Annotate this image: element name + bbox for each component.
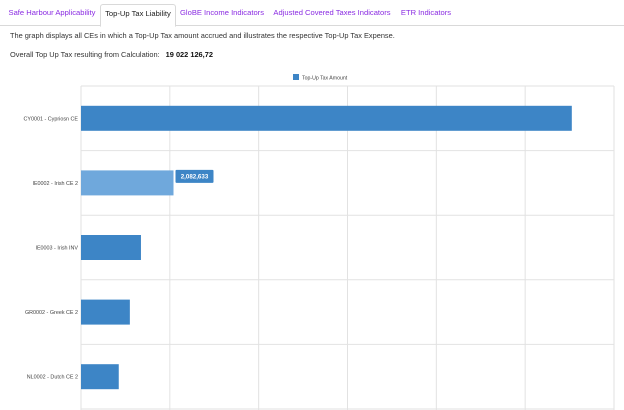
data-label: 2,082,633 bbox=[181, 174, 209, 181]
top-up-tax-bar-chart: Top-Up Tax Amount CY0001 - Cypriosn CE IE0… bbox=[23, 74, 615, 410]
category-label: IE0003 - Irish INV bbox=[35, 246, 78, 252]
bar-cy0001[interactable] bbox=[81, 105, 572, 131]
chart-description: The graph displays all CEs in which a To… bbox=[10, 31, 395, 40]
overall-top-up-tax: Overall Top Up Tax resulting from Calcul… bbox=[10, 50, 213, 59]
tab-bar: Safe Harbour Applicability Top-Up Tax Li… bbox=[0, 0, 624, 27]
data-label-box bbox=[175, 169, 214, 183]
category-label: IE0002 - Irish CE 2 bbox=[32, 181, 78, 187]
overall-value: 19 022 126,72 bbox=[165, 50, 213, 59]
overall-label: Overall Top Up Tax resulting from Calcul… bbox=[10, 50, 160, 59]
category-label: GR0002 - Greek CE 2 bbox=[25, 310, 78, 316]
category-label: NL0002 - Dutch CE 2 bbox=[27, 375, 78, 381]
tab-globe-income-indicators[interactable]: GloBE Income Indicators bbox=[180, 8, 264, 17]
bar-ie0002[interactable] bbox=[81, 170, 174, 196]
bar-gr0002[interactable] bbox=[81, 299, 130, 325]
bar-nl0002[interactable] bbox=[81, 364, 119, 390]
legend-swatch bbox=[293, 74, 299, 80]
tab-top-up-tax-liability[interactable]: Top-Up Tax Liability bbox=[100, 4, 176, 27]
tab-safe-harbour-applicability[interactable]: Safe Harbour Applicability bbox=[8, 8, 96, 17]
tab-adjusted-covered-taxes-indicators[interactable]: Adjusted Covered Taxes Indicators bbox=[273, 8, 391, 17]
category-label: CY0001 - Cypriosn CE bbox=[23, 116, 78, 122]
bar-ie0003[interactable] bbox=[81, 235, 141, 260]
legend-label: Top-Up Tax Amount bbox=[302, 76, 348, 82]
tab-etr-indicators[interactable]: ETR Indicators bbox=[400, 8, 452, 17]
